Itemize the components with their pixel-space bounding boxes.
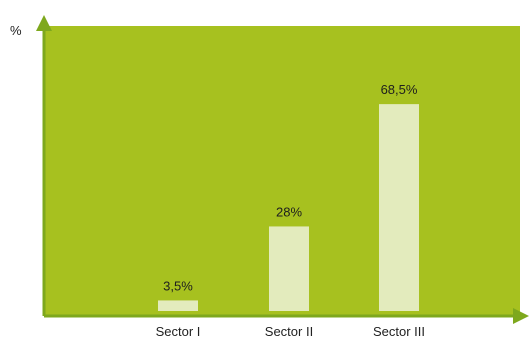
y-axis-arrow-icon xyxy=(36,15,52,31)
x-tick-label-2: Sector II xyxy=(265,324,313,339)
x-tick-label-3: Sector III xyxy=(373,324,425,339)
data-label-1: 3,5% xyxy=(163,278,193,293)
bar-2 xyxy=(269,226,309,311)
y-axis-label: % xyxy=(10,23,22,38)
data-label-2: 28% xyxy=(276,204,302,219)
bar-1 xyxy=(158,300,198,311)
bar-3 xyxy=(379,104,419,311)
x-axis-arrow-icon xyxy=(513,308,529,324)
data-label-3: 68,5% xyxy=(381,82,418,97)
x-tick-labels-group: Sector I Sector II Sector III xyxy=(156,324,425,339)
data-labels-group: 3,5% 28% 68,5% xyxy=(163,82,418,293)
x-tick-label-1: Sector I xyxy=(156,324,201,339)
bars-group xyxy=(158,104,419,311)
